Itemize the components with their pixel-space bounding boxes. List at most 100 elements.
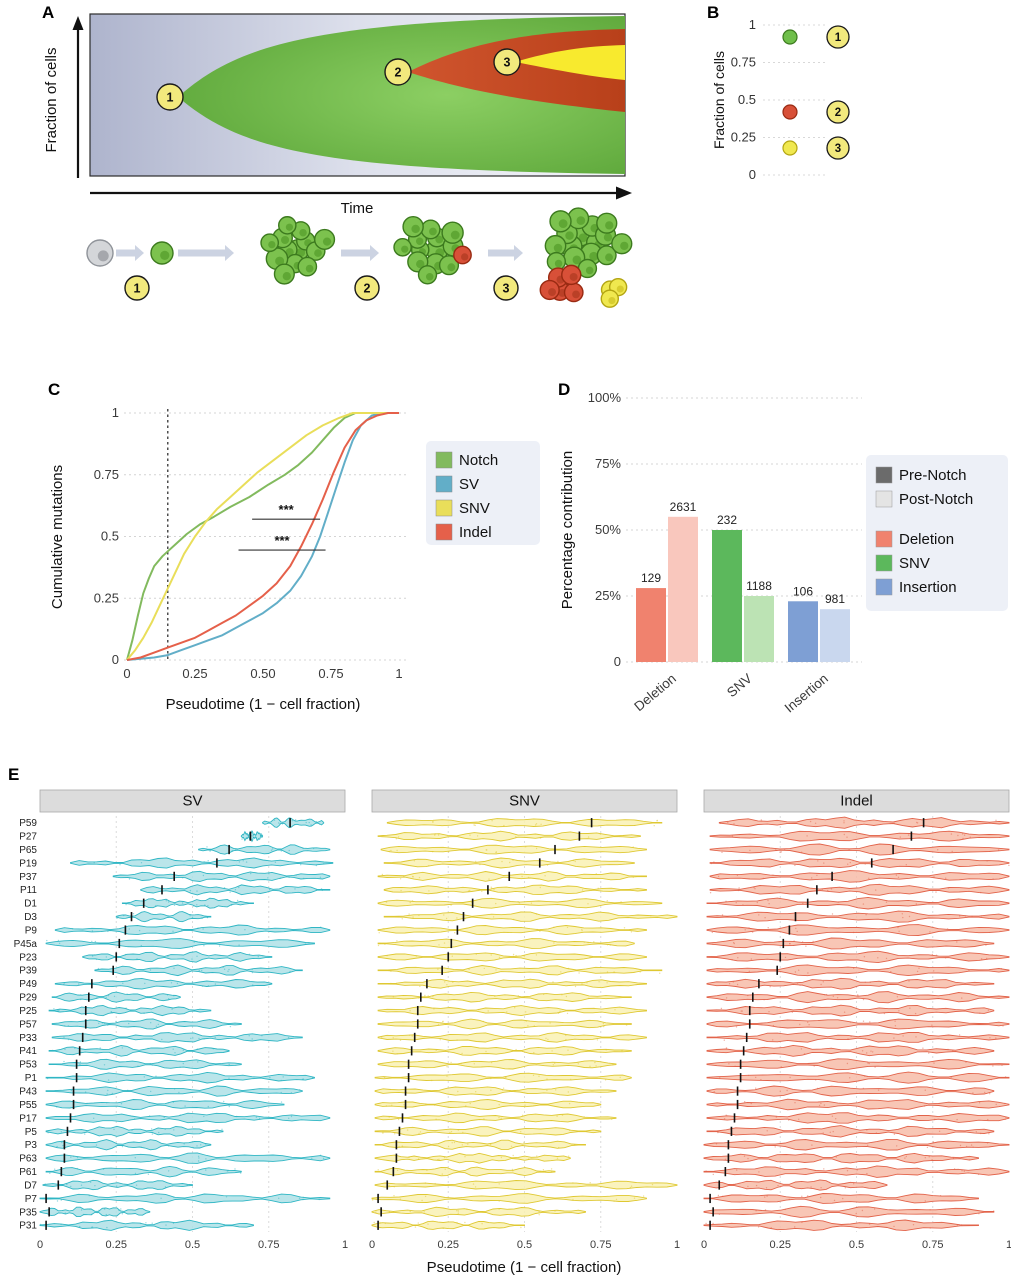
violin xyxy=(377,830,641,842)
e-x-tick-label: 0.5 xyxy=(185,1239,200,1251)
violin xyxy=(48,1005,212,1017)
median-tick xyxy=(736,1099,739,1110)
median-tick xyxy=(124,925,127,935)
c-legend-swatch xyxy=(435,475,453,493)
c-y-tick-label: 1 xyxy=(112,405,119,420)
facet-strip-snv xyxy=(371,789,678,813)
violin xyxy=(115,911,212,923)
median-tick xyxy=(748,1005,751,1016)
median-tick xyxy=(782,938,785,949)
violin xyxy=(39,1193,331,1204)
e-x-tick-label: 0.25 xyxy=(770,1239,791,1251)
violin xyxy=(380,844,647,855)
median-tick xyxy=(45,1193,47,1204)
c-legend-box xyxy=(426,441,540,545)
stage-arrow-icon xyxy=(488,245,523,261)
violin xyxy=(706,991,1010,1004)
median-tick xyxy=(395,1153,398,1163)
violin xyxy=(374,1126,602,1137)
panel-e-violins: E SV SNV Indel Pseudotime (1 − cell frac… xyxy=(8,765,1011,1276)
patient-label: P45a xyxy=(14,939,38,950)
median-tick xyxy=(289,818,291,828)
median-tick xyxy=(118,938,121,949)
median-tick xyxy=(75,1059,78,1069)
patient-label: P3 xyxy=(25,1140,38,1151)
panel-a-timeline: 1 1 2 2 3 3 xyxy=(86,48,633,308)
violin xyxy=(718,816,1010,829)
c-legend-label: Notch xyxy=(459,452,498,469)
violin xyxy=(703,1138,1010,1151)
median-tick xyxy=(538,858,541,868)
median-tick xyxy=(471,898,474,908)
median-tick xyxy=(386,1180,389,1190)
median-tick xyxy=(88,992,90,1002)
violin xyxy=(377,1005,647,1017)
d-legend-label: SNV xyxy=(899,555,930,572)
panel-a-y-axis-label: Fraction of cells xyxy=(43,47,60,152)
d-y-tick-label: 75% xyxy=(595,456,621,471)
curve-sv xyxy=(126,412,399,661)
median-tick xyxy=(130,912,133,922)
patient-label: P59 xyxy=(19,818,37,829)
bar-post-insertion xyxy=(820,609,850,662)
clone-marker xyxy=(493,48,521,76)
e-x-tick-label: 0 xyxy=(369,1239,375,1251)
violin xyxy=(45,1125,224,1137)
median-tick xyxy=(228,844,230,855)
panel-c-label: C xyxy=(48,380,60,399)
stage-arrow-icon xyxy=(178,245,234,261)
violin xyxy=(377,1045,632,1056)
e-x-tick-label: 1 xyxy=(1006,1239,1011,1251)
median-tick xyxy=(718,1180,721,1190)
violin xyxy=(45,938,315,949)
time-axis-arrowhead xyxy=(616,186,632,200)
panel-b-y-axis-label: Fraction of cells xyxy=(711,51,727,149)
violin xyxy=(706,1098,1010,1111)
violin xyxy=(706,924,1010,936)
clone-marker-label: 1 xyxy=(835,32,842,44)
violin xyxy=(706,1004,995,1017)
panel-e-label: E xyxy=(8,765,19,784)
violin xyxy=(377,938,635,949)
d-y-tick-label: 0 xyxy=(614,654,621,669)
c-legend-swatch xyxy=(435,523,453,541)
patient-label: P7 xyxy=(25,1194,38,1205)
median-tick xyxy=(739,1059,742,1069)
panel-a-x-axis-label: Time xyxy=(341,200,374,217)
violin xyxy=(82,951,273,963)
violin xyxy=(374,1152,571,1164)
violin xyxy=(703,1193,979,1204)
violin xyxy=(377,871,647,882)
violin xyxy=(706,1125,995,1138)
median-tick xyxy=(407,1059,410,1069)
clone-marker-label: 2 xyxy=(835,107,841,119)
violin xyxy=(45,1152,331,1164)
violin xyxy=(709,883,1010,896)
patient-label: P65 xyxy=(19,845,37,856)
d-legend-box xyxy=(866,455,1008,611)
violin xyxy=(377,925,647,936)
clone3-wedge xyxy=(515,45,625,80)
clone-marker xyxy=(826,100,850,124)
violin xyxy=(703,1219,979,1232)
violin xyxy=(706,1058,1010,1071)
clone-marker-label: 2 xyxy=(395,65,402,79)
median-tick xyxy=(776,965,778,975)
e-x-tick-label: 0 xyxy=(701,1239,707,1251)
patient-label: P11 xyxy=(20,885,37,896)
clone-marker xyxy=(156,83,184,111)
panel-a-label: A xyxy=(42,3,54,22)
violin xyxy=(94,964,303,977)
bar-count-label: 106 xyxy=(793,584,813,598)
panel-c-y-axis-label: Cumulative mutations xyxy=(49,465,66,609)
patient-label: P29 xyxy=(19,993,37,1004)
clone-fraction-point xyxy=(782,140,798,156)
median-tick xyxy=(380,1207,382,1217)
e-x-tick-label: 0.25 xyxy=(438,1239,459,1251)
bar-count-label: 129 xyxy=(641,571,661,585)
median-tick xyxy=(709,1193,711,1204)
median-tick xyxy=(736,1086,739,1096)
patient-label: P55 xyxy=(19,1100,37,1111)
median-tick xyxy=(416,1019,419,1029)
patient-label: P41 xyxy=(19,1046,37,1057)
